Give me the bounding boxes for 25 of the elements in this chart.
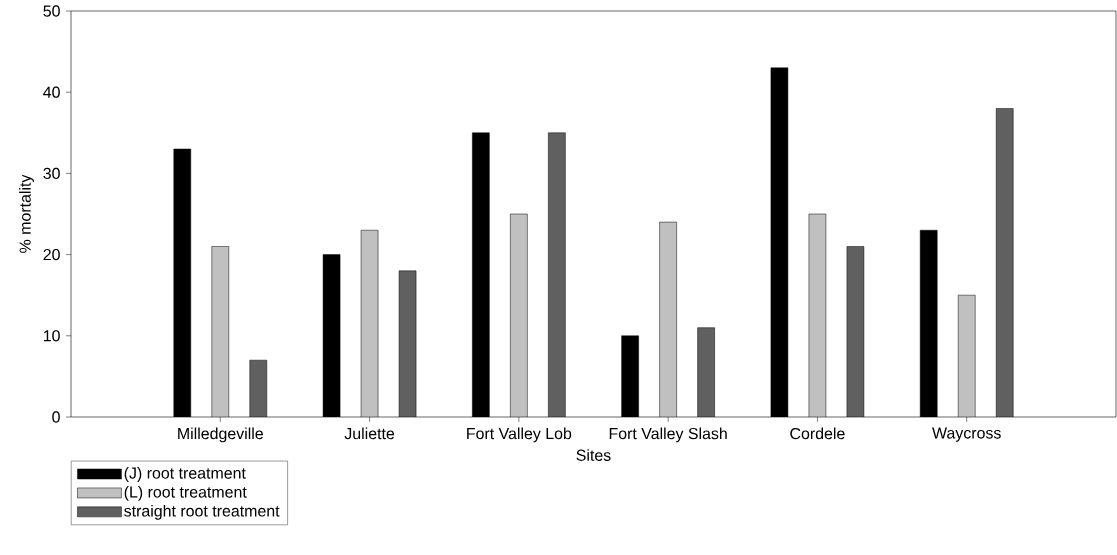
x-tick-label: Fort Valley Slash (609, 427, 727, 443)
x-tick-label: Fort Valley Lob (467, 427, 572, 443)
y-tick-label: 0 (52, 411, 60, 423)
bar (211, 246, 230, 417)
y-axis-title: % mortality (19, 174, 34, 253)
legend-label: (L) root treatment (124, 485, 247, 501)
bar (510, 213, 528, 417)
y-tick-label: 20 (43, 248, 60, 261)
bar (957, 294, 976, 417)
legend-label: straight root treatment (124, 504, 280, 520)
y-tick-label: 50 (43, 5, 60, 17)
y-tick-label: 10 (43, 330, 60, 342)
x-tick-label: Waycross (932, 427, 1001, 442)
bar (548, 132, 566, 417)
bar (995, 108, 1014, 417)
bar (697, 327, 715, 417)
bar (659, 221, 677, 417)
y-tick-label: 30 (43, 167, 60, 180)
x-tick-label: Milledgeville (178, 427, 263, 443)
legend-label: (J) root treatment (124, 467, 246, 482)
y-tick-label: 40 (43, 86, 60, 98)
x-tick-label: Cordele (790, 427, 845, 440)
bar (249, 359, 268, 417)
x-tick-label: Juliette (344, 427, 395, 440)
x-axis-title: Sites (576, 449, 611, 461)
